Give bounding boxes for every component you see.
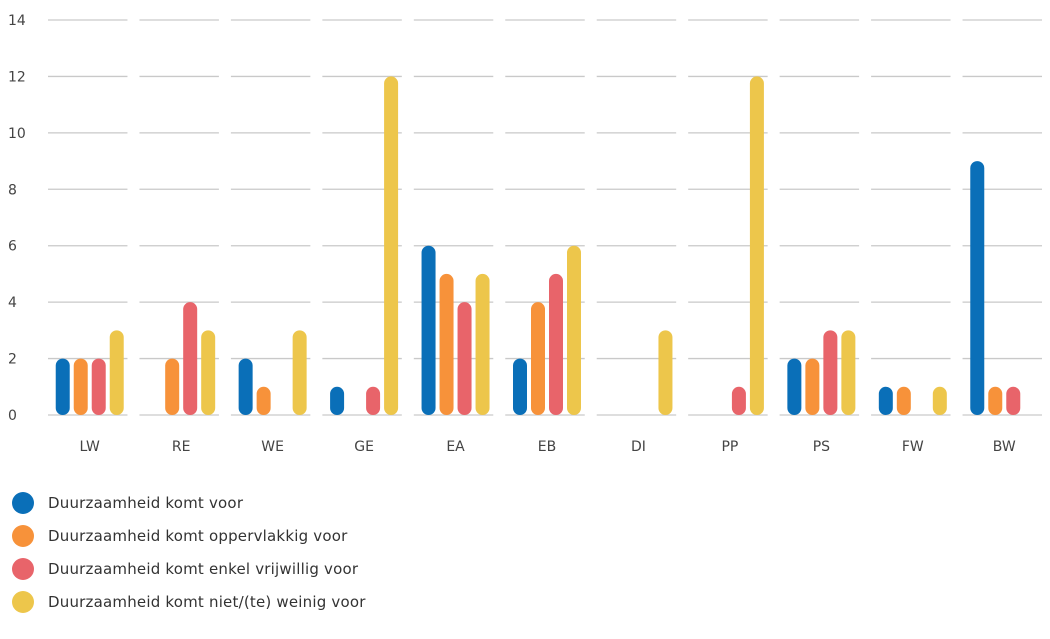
legend-item-vrijwillig[interactable]: Duurzaamheid komt enkel vrijwillig voor (12, 558, 366, 580)
bar-lw-series-4[interactable] (109, 330, 124, 415)
x-tick-label: RE (172, 439, 191, 455)
bar-we-series-4[interactable] (292, 330, 307, 415)
legend-swatch (12, 558, 34, 580)
y-tick-label: 6 (8, 239, 17, 255)
bar-bw-series-3[interactable] (1006, 386, 1021, 415)
legend-swatch (12, 525, 34, 547)
y-tick-label: 12 (8, 69, 26, 85)
legend: Duurzaamheid komt voor Duurzaamheid komt… (12, 492, 366, 625)
bar-bw-series-1[interactable] (970, 161, 985, 415)
legend-label: Duurzaamheid komt niet/(te) weinig voor (48, 593, 366, 611)
bar-ge-series-4[interactable] (384, 76, 399, 415)
gridlines (48, 19, 1042, 416)
bar-ps-series-4[interactable] (841, 330, 856, 415)
legend-item-oppervlakkig[interactable]: Duurzaamheid komt oppervlakkig voor (12, 525, 366, 547)
x-tick-label: EA (446, 439, 465, 455)
bar-ea-series-4[interactable] (475, 273, 490, 415)
bar-ea-series-3[interactable] (457, 302, 472, 415)
bar-chart: 0 2 4 6 8 10 12 14 LW RE WE GE EA EB DI PP PS FW BW (8, 13, 1042, 455)
bar-bw-series-2[interactable] (988, 386, 1003, 415)
x-tick-label: LW (80, 439, 101, 455)
bar-fw-series-4[interactable] (932, 386, 947, 415)
x-tick-label: FW (902, 439, 924, 455)
legend-swatch (12, 492, 34, 514)
y-tick-label: 8 (8, 182, 17, 198)
bar-eb-series-2[interactable] (531, 302, 545, 415)
legend-item-weinig[interactable]: Duurzaamheid komt niet/(te) weinig voor (12, 591, 366, 613)
legend-item-komt-voor[interactable]: Duurzaamheid komt voor (12, 492, 366, 514)
bar-lw-series-3[interactable] (91, 358, 106, 415)
bar-ps-series-1[interactable] (787, 358, 802, 415)
bar-eb-series-3[interactable] (549, 273, 563, 415)
x-tick-label: EB (538, 439, 556, 455)
legend-label: Duurzaamheid komt oppervlakkig voor (48, 527, 348, 545)
y-tick-label: 14 (8, 13, 26, 29)
bar-ea-series-1[interactable] (421, 245, 436, 415)
bar-ps-series-3[interactable] (823, 330, 838, 415)
x-axis: LW RE WE GE EA EB DI PP PS FW BW (80, 439, 1016, 455)
legend-swatch (12, 591, 34, 613)
y-tick-label: 10 (8, 126, 26, 142)
bar-lw-series-2[interactable] (73, 358, 88, 415)
bar-lw-series-1[interactable] (55, 358, 70, 415)
x-tick-label: PS (813, 439, 830, 455)
bar-eb-series-4[interactable] (567, 245, 581, 415)
x-tick-label: PP (721, 439, 738, 455)
bar-ge-series-3[interactable] (366, 386, 381, 415)
legend-label: Duurzaamheid komt voor (48, 494, 244, 512)
bar-we-series-1[interactable] (238, 358, 253, 415)
bar-re-series-3[interactable] (183, 302, 198, 415)
bar-re-series-4[interactable] (201, 330, 216, 415)
bar-di-series-4[interactable] (658, 330, 673, 415)
bar-we-series-2[interactable] (256, 386, 271, 415)
legend-label: Duurzaamheid komt enkel vrijwillig voor (48, 560, 359, 578)
y-tick-label: 2 (8, 352, 17, 368)
bar-re-series-2[interactable] (165, 358, 180, 415)
bar-pp-series-4[interactable] (749, 76, 764, 415)
y-tick-label: 0 (8, 408, 17, 424)
bar-fw-series-2[interactable] (896, 386, 911, 415)
x-tick-label: BW (993, 439, 1016, 455)
bars (55, 76, 1021, 415)
y-axis: 0 2 4 6 8 10 12 14 (8, 13, 26, 424)
x-tick-label: DI (631, 439, 646, 455)
bar-pp-series-3[interactable] (731, 386, 746, 415)
bar-ge-series-1[interactable] (330, 386, 345, 415)
y-tick-label: 4 (8, 295, 17, 311)
bar-eb-series-1[interactable] (513, 358, 527, 415)
bar-ps-series-2[interactable] (805, 358, 820, 415)
bar-ea-series-2[interactable] (439, 273, 454, 415)
x-tick-label: WE (261, 439, 284, 455)
bar-fw-series-1[interactable] (878, 386, 893, 415)
x-tick-label: GE (354, 439, 374, 455)
